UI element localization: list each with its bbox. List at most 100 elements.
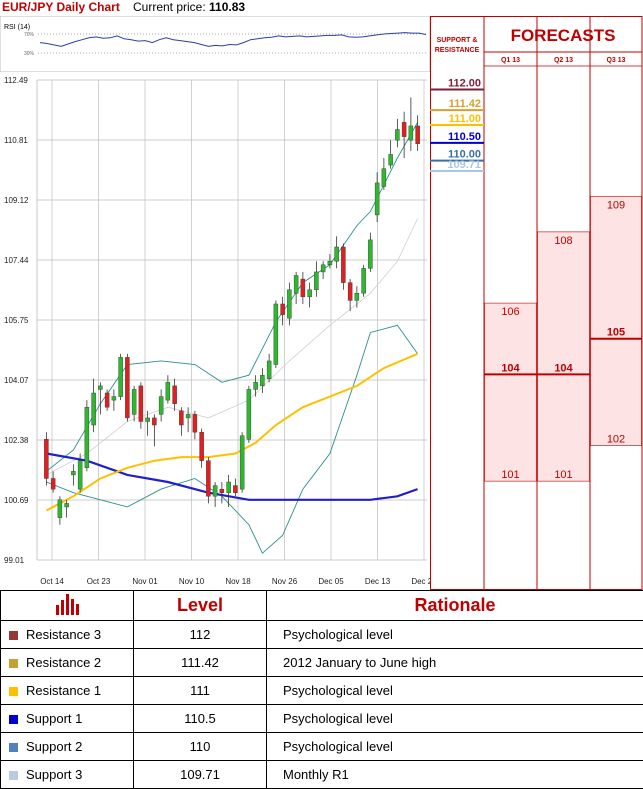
chart-title: EUR/JPY Daily Chart xyxy=(2,0,120,14)
level-name-cell: Resistance 2 xyxy=(1,649,134,677)
candle xyxy=(119,354,123,400)
level-color-swatch xyxy=(9,715,18,724)
forecast-high-label: 108 xyxy=(554,235,572,247)
level-value: 112 xyxy=(134,621,267,649)
forecast-range: 108 104 101 xyxy=(537,232,590,481)
rsi-label: RSI (14) xyxy=(4,24,30,31)
sr-header-line2: RESISTANCE xyxy=(435,47,480,54)
level-color-swatch xyxy=(9,771,18,780)
level-rationale: Psychological level xyxy=(267,733,643,761)
level-value: 111.42 xyxy=(134,649,267,677)
chart-header: EUR/JPY Daily Chart Current price: 110.8… xyxy=(0,0,430,16)
rsi-frame xyxy=(0,16,430,72)
forecast-mid-label: 104 xyxy=(501,362,520,374)
level-value: 110 xyxy=(134,733,267,761)
forecast-low-label: 102 xyxy=(607,434,625,446)
sr-level-label: 110.50 xyxy=(448,131,481,143)
y-tick-label: 109.12 xyxy=(4,196,29,205)
y-tick-label: 110.81 xyxy=(4,136,28,145)
level-name: Resistance 1 xyxy=(26,683,101,698)
candle xyxy=(240,432,244,493)
forecast-low-label: 101 xyxy=(554,469,572,481)
forecast-mid-label: 105 xyxy=(607,327,625,339)
level-name-cell: Support 3 xyxy=(1,761,134,789)
table-header-level: Level xyxy=(134,591,267,621)
forecast-quarter-label: Q3 13 xyxy=(606,57,625,64)
level-color-swatch xyxy=(9,687,18,696)
candle xyxy=(85,400,89,471)
candle xyxy=(206,457,210,503)
price-chart: 112.49110.81109.12107.44105.75104.07102.… xyxy=(0,72,430,590)
x-tick-label: Oct 14 xyxy=(40,577,64,586)
sr-level-label: 111.00 xyxy=(449,113,481,125)
rsi-level-70: 70% xyxy=(24,32,35,38)
forecast-mid-label: 104 xyxy=(554,362,573,374)
candle xyxy=(274,300,278,368)
sr-level-label: 111.42 xyxy=(449,98,481,110)
y-tick-label: 100.69 xyxy=(4,496,29,505)
forecast-range: 106 104 101 xyxy=(484,303,537,481)
forecasts-title: FORECASTS xyxy=(511,26,616,45)
level-rationale: Psychological level xyxy=(267,621,643,649)
level-value: 111 xyxy=(134,677,267,705)
x-tick-label: Dec 13 xyxy=(365,577,391,586)
sr-header-line1: SUPPORT & xyxy=(437,37,478,44)
forecast-high-label: 109 xyxy=(607,199,625,211)
level-rationale: Psychological level xyxy=(267,705,643,733)
current-price-value: 110.83 xyxy=(209,0,245,14)
rsi-panel: RSI (14) 70% 30% xyxy=(0,16,430,72)
y-tick-label: 105.75 xyxy=(4,316,29,325)
x-tick-label: Dec 21 xyxy=(411,577,430,586)
forecast-low-label: 101 xyxy=(501,469,519,481)
y-tick-label: 104.07 xyxy=(4,376,29,385)
level-rationale: 2012 January to June high xyxy=(267,649,643,677)
forecast-high-label: 106 xyxy=(501,306,519,318)
candle xyxy=(125,354,129,422)
level-name-cell: Support 1 xyxy=(1,705,134,733)
y-tick-label: 99.01 xyxy=(4,556,25,565)
x-tick-label: Dec 05 xyxy=(318,577,344,586)
level-color-swatch xyxy=(9,743,18,752)
level-color-swatch xyxy=(9,631,18,640)
y-tick-label: 107.44 xyxy=(4,256,29,265)
current-price: Current price: 110.83 xyxy=(133,0,245,14)
level-name-cell: Resistance 1 xyxy=(1,677,134,705)
candle xyxy=(341,243,345,289)
table-header-rationale: Rationale xyxy=(267,591,643,621)
bar-chart-icon xyxy=(54,591,80,615)
candle xyxy=(362,265,366,297)
forecast-range: 109 105 102 xyxy=(590,196,642,445)
level-name: Support 1 xyxy=(26,711,82,726)
level-name: Support 2 xyxy=(26,739,82,754)
sr-level-label: 109.71 xyxy=(447,159,481,171)
x-tick-label: Nov 10 xyxy=(179,577,205,586)
level-name: Support 3 xyxy=(26,767,82,782)
y-tick-label: 112.49 xyxy=(4,76,28,85)
current-price-label: Current price: xyxy=(133,0,206,14)
level-color-swatch xyxy=(9,659,18,668)
level-rationale: Psychological level xyxy=(267,677,643,705)
sr-level-label: 112.00 xyxy=(448,77,481,89)
x-tick-label: Nov 01 xyxy=(132,577,158,586)
table-header-row: Level Rationale xyxy=(1,591,643,621)
table-icon-cell xyxy=(1,591,134,621)
level-name-cell: Resistance 3 xyxy=(1,621,134,649)
level-name: Resistance 2 xyxy=(26,655,101,670)
rsi-level-30: 30% xyxy=(24,51,35,57)
candle xyxy=(139,382,143,428)
level-value: 109.71 xyxy=(134,761,267,789)
x-tick-label: Oct 23 xyxy=(87,577,111,586)
level-name: Resistance 3 xyxy=(26,627,101,642)
candle xyxy=(247,386,251,443)
candle xyxy=(44,432,48,485)
x-tick-label: Nov 26 xyxy=(272,577,298,586)
